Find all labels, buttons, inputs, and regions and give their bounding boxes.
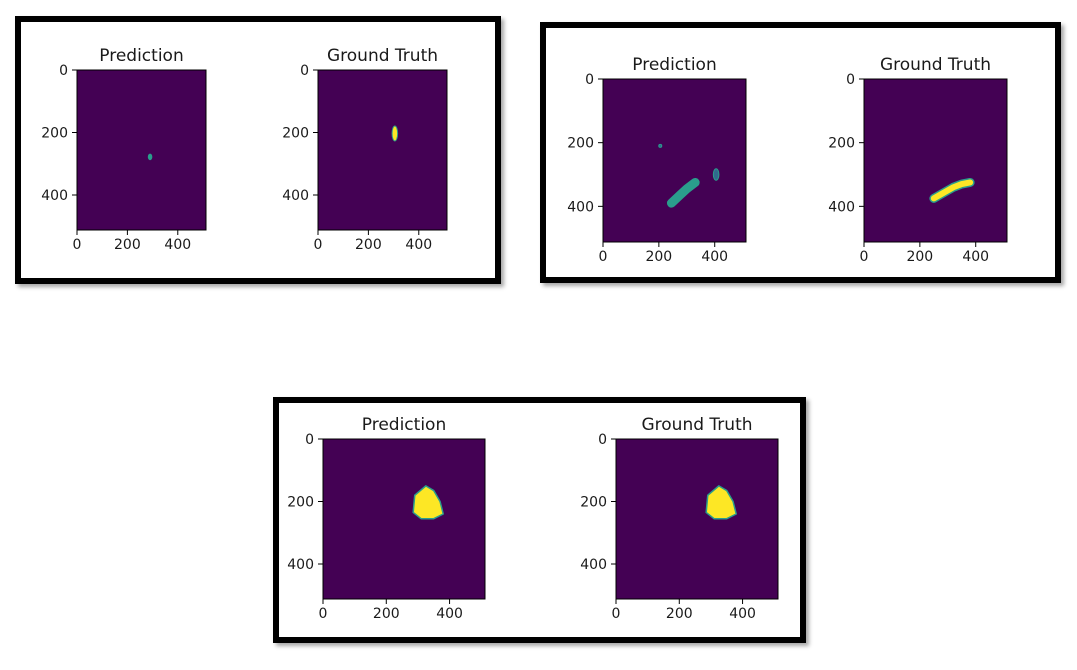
x-tick-label: 400 [164, 237, 191, 253]
y-tick-label: 200 [41, 126, 68, 142]
axes-frame [863, 78, 1008, 243]
x-tick-label: 200 [355, 237, 382, 253]
heatmap-background [318, 70, 447, 230]
panel-3-canvas: Prediction 0 200 400 0 200 400 Ground Truth 0 20… [287, 415, 779, 622]
x-tick-label: 400 [962, 249, 989, 265]
panel-1-canvas: Prediction 0 200 400 0 200 400 Ground Truth 0 20… [41, 46, 448, 253]
plot-title: Prediction [632, 55, 716, 75]
x-tick-label: 0 [314, 237, 323, 253]
y-tick-label: 200 [828, 136, 855, 152]
plot-title: Prediction [99, 46, 183, 66]
y-tick-label: 0 [598, 432, 607, 448]
region-predicted [147, 153, 153, 161]
y-tick-label: 200 [567, 136, 594, 152]
figure-panel-top-right: Prediction 0 200 400 0 200 400 Ground Truth 0 20… [540, 22, 1061, 283]
subplot-ground-truth: Ground Truth 0 200 400 0 200 400 [282, 46, 448, 253]
heatmap-background [603, 79, 746, 242]
region-lesion [705, 485, 737, 520]
plot-title: Ground Truth [880, 55, 991, 75]
x-tick-label: 400 [405, 237, 432, 253]
figure-panel-top-left: Prediction 0 200 400 0 200 400 Ground Truth 0 20… [15, 16, 501, 284]
subplot-prediction: Prediction 0 200 400 0 200 400 [41, 46, 207, 253]
subplot-prediction: Prediction 0 200 400 0 200 400 [567, 55, 747, 265]
axes-frame [322, 438, 486, 600]
subplot-ground-truth: Ground Truth 0 200 400 0 200 400 [828, 55, 1008, 265]
region-lesion [930, 179, 974, 202]
panel-2-canvas: Prediction 0 200 400 0 200 400 Ground Truth 0 20… [567, 55, 1008, 265]
y-tick-label: 0 [59, 63, 68, 79]
y-tick-label: 400 [287, 557, 314, 573]
heatmap-background [864, 79, 1007, 242]
plot-title: Ground Truth [327, 46, 438, 66]
y-tick-label: 400 [41, 188, 68, 204]
x-tick-label: 200 [114, 237, 141, 253]
plot-title: Ground Truth [641, 415, 752, 435]
region-predicted [412, 485, 444, 520]
heatmap-background [616, 439, 778, 599]
heatmap-background [323, 439, 485, 599]
y-tick-label: 0 [846, 72, 855, 88]
y-tick-label: 400 [282, 188, 309, 204]
y-tick-label: 400 [567, 199, 594, 215]
x-tick-label: 0 [599, 249, 608, 265]
x-tick-label: 200 [645, 249, 672, 265]
x-tick-label: 200 [373, 606, 400, 622]
figure-panel-bottom: Prediction 0 200 400 0 200 400 Ground Truth 0 20… [273, 397, 806, 643]
y-tick-label: 400 [580, 557, 607, 573]
y-tick-label: 0 [585, 72, 594, 88]
subplot-ground-truth: Ground Truth 0 200 400 0 200 400 [580, 415, 779, 622]
heatmap-background [77, 70, 206, 230]
y-tick-label: 400 [828, 199, 855, 215]
region-fragment [712, 168, 720, 181]
x-tick-label: 400 [436, 606, 463, 622]
y-tick-label: 0 [305, 432, 314, 448]
x-tick-label: 0 [860, 249, 869, 265]
plot-title: Prediction [362, 415, 446, 435]
y-tick-label: 0 [300, 63, 309, 79]
y-tick-label: 200 [287, 495, 314, 511]
axes-frame [615, 438, 779, 600]
x-tick-label: 0 [612, 606, 621, 622]
region-speck [658, 143, 663, 148]
region-streak [668, 179, 699, 207]
x-tick-label: 200 [666, 606, 693, 622]
x-tick-label: 200 [906, 249, 933, 265]
x-tick-label: 400 [729, 606, 756, 622]
axes-frame [602, 78, 747, 243]
y-tick-label: 200 [282, 126, 309, 142]
y-tick-label: 200 [580, 495, 607, 511]
subplot-prediction: Prediction 0 200 400 0 200 400 [287, 415, 486, 622]
region-lesion [391, 125, 399, 142]
x-tick-label: 400 [701, 249, 728, 265]
x-tick-label: 0 [319, 606, 328, 622]
axes-frame [317, 69, 448, 231]
x-tick-label: 0 [73, 237, 82, 253]
axes-frame [76, 69, 207, 231]
